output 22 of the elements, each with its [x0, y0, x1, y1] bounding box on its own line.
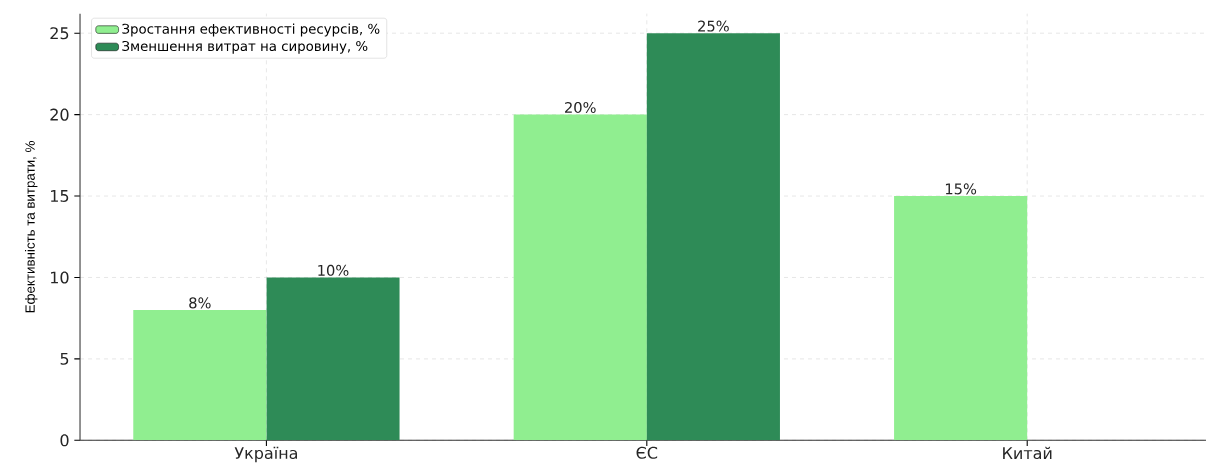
y-tick-label: 15 [51, 190, 69, 202]
bar [513, 114, 647, 441]
data-label: 8% [189, 297, 211, 309]
y-tick-label: 20 [50, 108, 69, 121]
legend-label: Зменшення витрат на сировину, % [122, 40, 368, 54]
x-tick-label: ЄС [636, 446, 658, 459]
x-tick-label: Україна [234, 446, 297, 463]
y-tick-label: 5 [60, 352, 69, 365]
y-tick-label: 0 [60, 434, 69, 447]
legend-label: Зростання ефективності ресурсів, % [122, 23, 380, 37]
data-label: 25% [698, 20, 729, 32]
bar [133, 310, 267, 441]
data-label: 15% [945, 183, 977, 195]
x-tick-label: Китай [1003, 446, 1052, 460]
y-tick-label: 10 [51, 271, 69, 284]
bar [646, 33, 780, 441]
y-axis-title: Ефективність та витрати, % [25, 141, 38, 313]
bar [266, 277, 400, 441]
bar [894, 196, 1028, 441]
y-tick-label: 25 [50, 27, 69, 40]
data-label: 20% [565, 101, 596, 114]
data-label: 10% [318, 264, 349, 276]
